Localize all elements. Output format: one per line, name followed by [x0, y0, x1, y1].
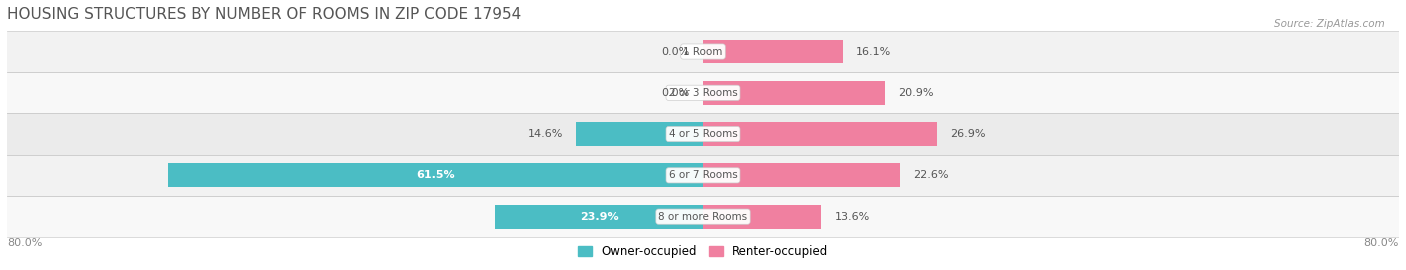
Text: 14.6%: 14.6%	[527, 129, 562, 139]
Text: 4 or 5 Rooms: 4 or 5 Rooms	[669, 129, 737, 139]
Text: 16.1%: 16.1%	[856, 46, 891, 56]
Bar	[167, 163, 703, 187]
Text: 0.0%: 0.0%	[662, 88, 690, 98]
Bar	[703, 39, 844, 63]
Bar	[7, 113, 1399, 155]
Bar	[703, 122, 936, 146]
Text: 8 or more Rooms: 8 or more Rooms	[658, 212, 748, 222]
Bar	[7, 31, 1399, 72]
Bar	[703, 163, 900, 187]
Text: 22.6%: 22.6%	[912, 170, 948, 180]
Bar	[703, 81, 884, 105]
Bar	[7, 155, 1399, 196]
Text: 80.0%: 80.0%	[1364, 238, 1399, 248]
Bar	[576, 122, 703, 146]
Text: 20.9%: 20.9%	[898, 88, 934, 98]
Text: Source: ZipAtlas.com: Source: ZipAtlas.com	[1274, 19, 1385, 29]
Text: 1 Room: 1 Room	[683, 46, 723, 56]
Text: 26.9%: 26.9%	[950, 129, 986, 139]
Text: 0.0%: 0.0%	[662, 46, 690, 56]
Text: HOUSING STRUCTURES BY NUMBER OF ROOMS IN ZIP CODE 17954: HOUSING STRUCTURES BY NUMBER OF ROOMS IN…	[7, 7, 522, 22]
Bar	[7, 196, 1399, 237]
Legend: Owner-occupied, Renter-occupied: Owner-occupied, Renter-occupied	[572, 241, 834, 263]
Bar	[703, 205, 821, 229]
Text: 13.6%: 13.6%	[834, 212, 870, 222]
Text: 6 or 7 Rooms: 6 or 7 Rooms	[669, 170, 737, 180]
Text: 80.0%: 80.0%	[7, 238, 42, 248]
Bar	[7, 72, 1399, 113]
Bar	[495, 205, 703, 229]
Text: 2 or 3 Rooms: 2 or 3 Rooms	[669, 88, 737, 98]
Text: 23.9%: 23.9%	[579, 212, 619, 222]
Text: 61.5%: 61.5%	[416, 170, 454, 180]
